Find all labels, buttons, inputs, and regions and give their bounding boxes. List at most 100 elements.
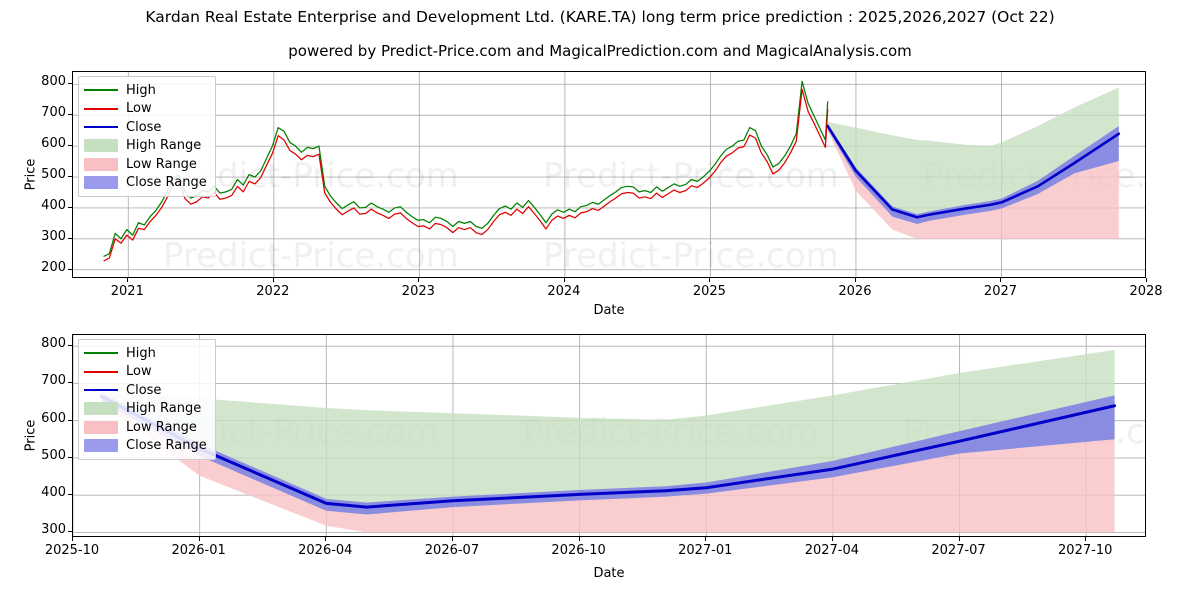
overview-plot-area: Predict-Price.com Predict-Price.com Predic…	[72, 71, 1146, 278]
overview-legend: High Low Close High Range Low Range Close Ran…	[78, 76, 216, 197]
x-tick-mark	[272, 278, 274, 282]
legend-swatch-close-range	[84, 439, 118, 453]
legend-swatch-low	[84, 365, 118, 378]
forecast-plot-area: Predict-Price.comPredict-Price.comPredic…	[72, 334, 1146, 537]
svg-text:Predict-Price.com: Predict-Price.com	[543, 156, 839, 196]
legend-swatch-high-range	[84, 139, 118, 153]
legend-item-close-range[interactable]: Close Range	[84, 174, 207, 193]
chart-title: Kardan Real Estate Enterprise and Develo…	[145, 8, 1055, 26]
legend-item-low[interactable]: Low	[84, 100, 207, 119]
legend-swatch-close	[84, 384, 118, 397]
y-tick-label: 800	[41, 336, 66, 352]
y-tick-label: 200	[41, 259, 66, 275]
legend-line-glyph	[84, 89, 118, 92]
x-tick-mark	[1146, 278, 1147, 282]
legend-label: Low Range	[126, 156, 197, 172]
x-tick-label: 2026-10	[551, 543, 606, 558]
x-tick-mark	[1000, 278, 1002, 282]
x-tick-label: 2024	[547, 284, 581, 299]
legend-swatch-low-range	[84, 420, 118, 434]
x-tick-mark	[831, 537, 833, 541]
legend-label: Low	[126, 364, 152, 380]
y-tick-label: 400	[41, 485, 66, 501]
y-tick-label: 700	[41, 373, 66, 389]
y-tick-mark	[68, 382, 72, 384]
forecast-x-axis-label: Date	[593, 566, 625, 581]
y-tick-label: 800	[41, 74, 66, 90]
y-tick-mark	[68, 456, 72, 458]
y-tick-label: 500	[41, 167, 66, 183]
legend-label: High	[126, 345, 156, 361]
y-tick-label: 300	[41, 522, 66, 538]
x-tick-label: 2026-01	[171, 543, 226, 558]
x-tick-label: 2027-07	[931, 543, 986, 558]
legend-item-close[interactable]: Close	[84, 381, 207, 400]
x-tick-mark	[578, 537, 580, 541]
legend-swatch-high	[84, 84, 118, 97]
chart-subtitle: powered by Predict-Price.com and Magical…	[288, 42, 912, 60]
legend-label: High	[126, 82, 156, 98]
svg-text:Predict-Price.com: Predict-Price.com	[163, 236, 459, 276]
legend-item-close[interactable]: Close	[84, 118, 207, 137]
y-tick-mark	[68, 494, 72, 496]
y-tick-mark	[68, 176, 72, 178]
legend-item-high-range[interactable]: High Range	[84, 137, 207, 156]
overview-plot-svg: Predict-Price.com Predict-Price.com Predic…	[73, 72, 1145, 277]
legend-line-glyph	[84, 352, 118, 355]
x-tick-mark	[705, 537, 707, 541]
y-tick-mark	[68, 237, 72, 239]
x-tick-label: 2028	[1129, 284, 1163, 299]
x-tick-label: 2026	[838, 284, 872, 299]
x-tick-mark	[563, 278, 565, 282]
legend-label: High Range	[126, 401, 202, 417]
legend-item-high-range[interactable]: High Range	[84, 400, 207, 419]
legend-item-low-range[interactable]: Low Range	[84, 155, 207, 174]
y-tick-mark	[68, 114, 72, 116]
legend-swatch-high-range	[84, 402, 118, 416]
x-tick-label: 2027-01	[678, 543, 733, 558]
y-tick-mark	[68, 268, 72, 270]
x-tick-mark	[325, 537, 327, 541]
legend-line-glyph	[84, 370, 118, 373]
legend-item-high[interactable]: High	[84, 81, 207, 100]
x-tick-mark	[451, 537, 453, 541]
svg-text:Predict-Price.com: Predict-Price.com	[543, 236, 839, 276]
legend-swatch-low	[84, 102, 118, 115]
legend-line-glyph	[84, 126, 118, 129]
overview-x-axis-label: Date	[593, 303, 625, 318]
x-tick-mark	[418, 278, 420, 282]
legend-label: High Range	[126, 138, 202, 154]
legend-label: Low Range	[126, 419, 197, 435]
y-tick-mark	[68, 145, 72, 147]
y-tick-label: 500	[41, 447, 66, 463]
x-tick-label: 2023	[401, 284, 435, 299]
y-tick-label: 300	[41, 228, 66, 244]
x-tick-mark	[198, 537, 200, 541]
x-tick-mark	[958, 537, 960, 541]
x-tick-label: 2025	[692, 284, 726, 299]
y-tick-label: 700	[41, 105, 66, 121]
legend-swatch-close	[84, 121, 118, 134]
legend-line-glyph	[84, 389, 118, 392]
legend-label: Close Range	[126, 175, 207, 191]
y-tick-label: 600	[41, 136, 66, 152]
y-tick-mark	[68, 345, 72, 347]
legend-item-low-range[interactable]: Low Range	[84, 418, 207, 437]
legend-item-low[interactable]: Low	[84, 363, 207, 382]
legend-label: Close Range	[126, 438, 207, 454]
y-tick-mark	[68, 419, 72, 421]
x-tick-label: 2022	[256, 284, 290, 299]
x-tick-label: 2025-10	[44, 543, 100, 558]
x-tick-label: 2026-07	[424, 543, 480, 558]
legend-item-high[interactable]: High	[84, 344, 207, 363]
x-tick-label: 2027-10	[1058, 543, 1113, 558]
y-tick-mark	[68, 206, 72, 208]
y-tick-mark	[68, 531, 72, 533]
x-tick-mark	[709, 278, 711, 282]
legend-swatch-close-range	[84, 176, 118, 190]
y-tick-mark	[68, 83, 72, 85]
legend-item-close-range[interactable]: Close Range	[84, 437, 207, 456]
legend-label: Close	[126, 119, 162, 135]
x-tick-label: 2027-04	[804, 543, 860, 558]
